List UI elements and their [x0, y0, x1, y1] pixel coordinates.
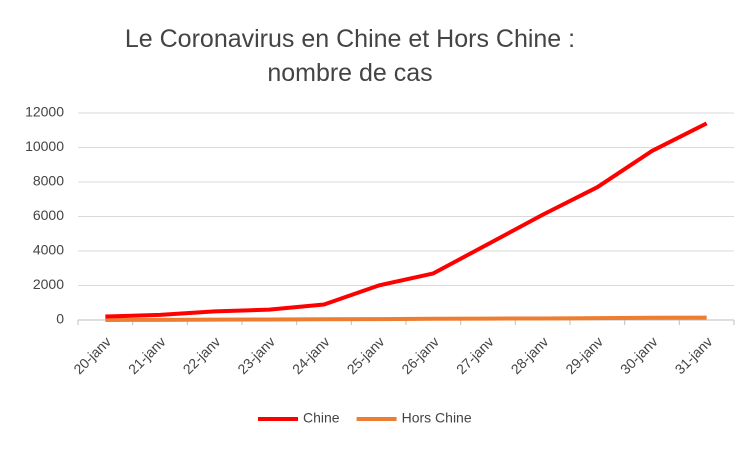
- y-tick-label: 12000: [25, 104, 64, 120]
- legend-label: Hors Chine: [402, 410, 472, 426]
- x-tick-label: 26-janv: [398, 333, 442, 377]
- x-tick-label: 29-janv: [562, 333, 606, 377]
- y-tick-label: 10000: [25, 138, 64, 154]
- y-tick-label: 6000: [33, 207, 64, 223]
- x-tick-label: 27-janv: [453, 333, 497, 377]
- x-tick-label: 30-janv: [617, 333, 661, 377]
- series-line: [105, 315, 707, 322]
- series-line: [105, 121, 708, 319]
- x-tick-label: 28-janv: [508, 333, 552, 377]
- y-tick-label: 0: [56, 311, 64, 327]
- x-tick-label: 31-janv: [672, 333, 716, 377]
- y-tick-label: 2000: [33, 276, 64, 292]
- legend-label: Chine: [303, 410, 340, 426]
- y-tick-label: 4000: [33, 242, 64, 258]
- chart-title: Le Coronavirus en Chine et Hors Chine : …: [124, 25, 576, 87]
- x-tick-label: 24-janv: [289, 333, 333, 377]
- x-tick-label: 22-janv: [180, 333, 224, 377]
- x-tick-label: 21-janv: [125, 333, 169, 377]
- y-tick-label: 8000: [33, 173, 64, 189]
- x-tick-label: 23-janv: [234, 333, 278, 377]
- x-tick-label: 25-janv: [344, 333, 388, 377]
- x-tick-label: 20-janv: [70, 333, 114, 377]
